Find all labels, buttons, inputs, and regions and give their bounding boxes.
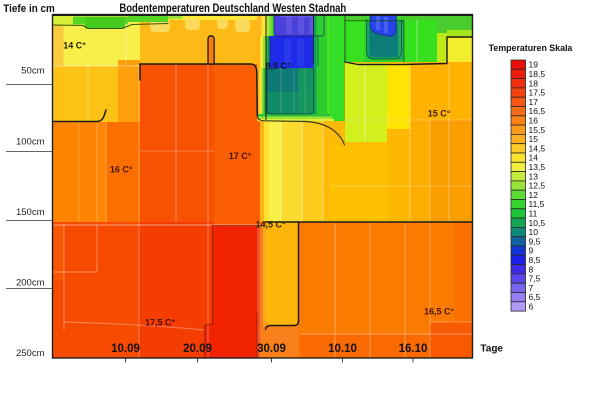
svg-text:6: 6 bbox=[529, 302, 534, 312]
svg-text:17: 17 bbox=[529, 97, 539, 107]
svg-text:11,5: 11,5 bbox=[529, 199, 545, 209]
svg-text:14 C°: 14 C° bbox=[63, 41, 86, 51]
svg-text:13: 13 bbox=[529, 171, 539, 181]
svg-text:14: 14 bbox=[529, 153, 539, 163]
svg-text:200cm: 200cm bbox=[16, 278, 45, 289]
svg-text:17,5 C°: 17,5 C° bbox=[145, 318, 176, 328]
svg-text:15 C°: 15 C° bbox=[428, 109, 451, 119]
svg-text:16.10: 16.10 bbox=[399, 343, 428, 355]
svg-text:19: 19 bbox=[529, 60, 539, 70]
svg-text:250cm: 250cm bbox=[16, 348, 45, 359]
svg-text:7,5: 7,5 bbox=[529, 274, 541, 284]
svg-text:16: 16 bbox=[529, 116, 539, 126]
svg-text:17 C°: 17 C° bbox=[229, 151, 252, 161]
svg-text:50cm: 50cm bbox=[21, 65, 44, 76]
svg-text:16,5: 16,5 bbox=[529, 106, 546, 116]
svg-text:Bodentemperaturen Deutschland: Bodentemperaturen Deutschland Westen Sta… bbox=[119, 2, 346, 15]
svg-text:Temperaturen Skala: Temperaturen Skala bbox=[489, 43, 574, 53]
svg-text:6,5: 6,5 bbox=[529, 292, 541, 302]
svg-text:16,5 C°: 16,5 C° bbox=[424, 307, 455, 317]
svg-text:10: 10 bbox=[529, 227, 539, 237]
svg-text:Tiefe in cm: Tiefe in cm bbox=[3, 4, 54, 16]
svg-text:11: 11 bbox=[529, 209, 538, 219]
svg-text:15,5: 15,5 bbox=[529, 125, 546, 135]
svg-text:15: 15 bbox=[529, 134, 539, 144]
svg-text:14,5 C°: 14,5 C° bbox=[255, 220, 286, 230]
svg-text:18,5: 18,5 bbox=[529, 69, 546, 79]
svg-text:Tage: Tage bbox=[480, 344, 503, 355]
svg-text:100cm: 100cm bbox=[16, 137, 45, 148]
svg-text:8,5: 8,5 bbox=[529, 255, 541, 265]
svg-text:9: 9 bbox=[529, 246, 534, 256]
svg-text:7: 7 bbox=[529, 283, 534, 293]
svg-text:10,5: 10,5 bbox=[529, 218, 546, 228]
svg-text:18: 18 bbox=[529, 78, 539, 88]
svg-text:16 C°: 16 C° bbox=[110, 165, 133, 175]
svg-text:17,5: 17,5 bbox=[529, 88, 546, 98]
svg-text:10.09: 10.09 bbox=[111, 343, 140, 355]
svg-text:8,5 C°: 8,5 C° bbox=[265, 61, 291, 71]
svg-text:9,5: 9,5 bbox=[529, 236, 541, 246]
svg-text:10.10: 10.10 bbox=[328, 343, 357, 355]
svg-text:8: 8 bbox=[529, 264, 534, 274]
svg-text:12: 12 bbox=[529, 190, 539, 200]
svg-text:13,5: 13,5 bbox=[529, 162, 546, 172]
svg-text:30.09: 30.09 bbox=[257, 343, 286, 355]
svg-text:20.09: 20.09 bbox=[183, 343, 212, 355]
svg-text:150cm: 150cm bbox=[16, 207, 45, 218]
svg-text:12,5: 12,5 bbox=[529, 181, 546, 191]
svg-text:14,5: 14,5 bbox=[529, 143, 546, 153]
